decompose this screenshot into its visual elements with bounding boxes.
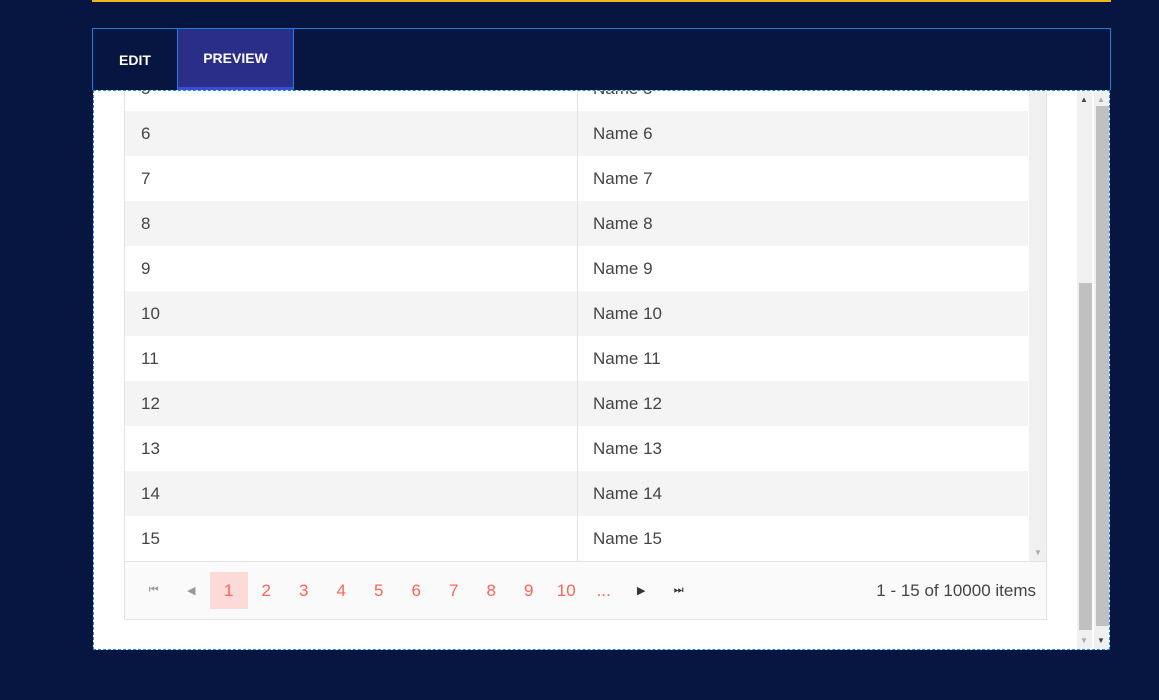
- page-button[interactable]: 10: [556, 580, 576, 600]
- name-cell: Name 13: [593, 438, 662, 458]
- name-cell: Name 10: [593, 303, 662, 323]
- preview-area: 5 Name 5 6 Name 6 7 Name 7 8 Name 8 9 Name 9 10 N…: [93, 90, 1110, 650]
- page-button[interactable]: 7: [449, 580, 459, 600]
- table-row[interactable]: 10 Name 10: [125, 291, 1028, 336]
- name-cell: Name 7: [593, 168, 653, 188]
- name-cell: Name 6: [593, 123, 653, 143]
- data-grid: 5 Name 5 6 Name 6 7 Name 7 8 Name 8 9 Name 9 10 N…: [124, 91, 1047, 620]
- table-row[interactable]: 5 Name 5: [125, 91, 1028, 111]
- grid-scrollbar[interactable]: ▼: [1029, 91, 1046, 561]
- page-button[interactable]: 3: [299, 580, 309, 600]
- last-page-icon: ⏭: [673, 584, 684, 596]
- id-cell: 11: [125, 336, 578, 381]
- page-button[interactable]: 8: [486, 580, 496, 600]
- scroll-down-icon[interactable]: ▼: [1080, 636, 1088, 645]
- page-button[interactable]: 2: [261, 580, 271, 600]
- outer-scrollbar-2[interactable]: ▲ ▼: [1094, 91, 1109, 649]
- outer-scrollbar-1[interactable]: ▲ ▼: [1077, 91, 1092, 649]
- name-cell: Name 11: [593, 348, 661, 368]
- page-button[interactable]: ...: [596, 580, 611, 600]
- table-row[interactable]: 6 Name 6: [125, 111, 1028, 156]
- prev-page-icon: ◀: [187, 585, 196, 597]
- id-cell: 6: [125, 111, 578, 156]
- next-page-button[interactable]: ▶: [623, 572, 661, 609]
- id-cell: 9: [125, 246, 578, 291]
- id-cell: 12: [125, 381, 578, 426]
- table-row[interactable]: 12 Name 12: [125, 381, 1028, 426]
- table-row[interactable]: 9 Name 9: [125, 246, 1028, 291]
- table-row[interactable]: 8 Name 8: [125, 201, 1028, 246]
- id-cell: 7: [125, 156, 578, 201]
- first-page-icon: ⏮: [148, 584, 159, 596]
- tab-bar: EDIT PREVIEW: [92, 28, 1111, 90]
- id-cell: 15: [125, 516, 578, 561]
- scroll-down-icon[interactable]: ▼: [1034, 548, 1042, 557]
- scroll-up-icon[interactable]: ▲: [1097, 95, 1105, 104]
- id-cell: 10: [125, 291, 578, 336]
- name-cell: Name 5: [578, 91, 1028, 111]
- page-button[interactable]: 9: [524, 580, 534, 600]
- page-button[interactable]: 6: [411, 580, 421, 600]
- tab-edit[interactable]: EDIT: [119, 51, 151, 68]
- prev-page-button[interactable]: ◀: [173, 572, 211, 609]
- name-cell: Name 9: [593, 258, 653, 278]
- id-cell: 14: [125, 471, 578, 516]
- page-button[interactable]: 4: [336, 580, 346, 600]
- page-button[interactable]: 5: [374, 580, 384, 600]
- scroll-up-icon[interactable]: ▲: [1080, 95, 1088, 104]
- scroll-thumb[interactable]: [1079, 283, 1092, 630]
- name-cell: Name 15: [593, 528, 662, 548]
- table-row[interactable]: 7 Name 7: [125, 156, 1028, 201]
- id-cell: 13: [125, 426, 578, 471]
- pager-info: 1 - 15 of 10000 items: [876, 580, 1036, 600]
- table-row[interactable]: 11 Name 11: [125, 336, 1028, 381]
- name-cell: Name 14: [593, 483, 662, 503]
- id-cell: 5: [125, 91, 578, 111]
- first-page-button[interactable]: ⏮: [135, 572, 173, 609]
- table-row[interactable]: 14 Name 14: [125, 471, 1028, 516]
- table-row[interactable]: 15 Name 15: [125, 516, 1028, 561]
- page-button[interactable]: 1: [210, 572, 248, 609]
- scroll-thumb[interactable]: [1096, 106, 1109, 626]
- tab-preview[interactable]: PREVIEW: [177, 29, 294, 90]
- next-page-icon: ▶: [637, 585, 646, 597]
- scroll-down-icon[interactable]: ▼: [1097, 636, 1105, 645]
- table-row[interactable]: 13 Name 13: [125, 426, 1028, 471]
- name-cell: Name 12: [593, 393, 662, 413]
- name-cell: Name 8: [593, 213, 653, 233]
- pager: ⏮ ◀ 1 2 3 4 5 6 7 8 9 10... ▶ ⏭ 1 - 15 of 10000 i…: [125, 561, 1046, 619]
- id-cell: 8: [125, 201, 578, 246]
- last-page-button[interactable]: ⏭: [660, 572, 698, 609]
- highlight-line: [92, 0, 1111, 2]
